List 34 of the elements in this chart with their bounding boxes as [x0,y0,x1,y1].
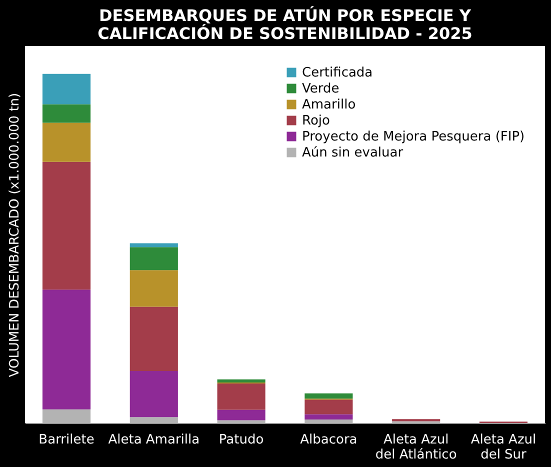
bar [304,414,353,420]
bar [42,290,91,410]
bar [217,420,266,423]
bar [42,409,91,423]
bar [42,122,91,162]
bar [130,370,178,418]
bar [130,243,178,248]
legend-label: Amarillo [302,98,356,112]
legend-label: Aún sin evaluar [302,146,404,160]
legend-label: Proyecto de Mejora Pesquera (FIP) [302,130,525,144]
legend-label: Certificada [302,66,373,80]
bar [130,417,178,423]
bar [217,384,266,410]
x-tick-label: Barrilete [38,432,94,448]
bar [217,410,266,420]
legend-label: Rojo [302,114,330,128]
chart-title: DESEMBARQUES DE ATÚN POR ESPECIE Y CALIFICACIÓN DE SOSTENIBILIDAD - 2025 [98,6,472,43]
bar [130,306,178,371]
bar [130,247,178,270]
bar [42,162,91,290]
bar [304,393,353,399]
x-tick-label: Albacora [300,432,358,448]
bar [304,420,353,423]
bar [217,379,266,383]
legend-label: Verde [302,82,340,96]
bar [130,270,178,307]
y-axis-title: VOLUMEN DESEMBARCADO (x1.000.000 tn) [8,92,22,378]
bar [42,74,91,104]
x-tick-label: Aleta Amarilla [108,432,200,448]
bar [304,400,353,414]
x-tick-label: Aleta Azul del Atlántico [375,432,457,462]
x-tick-label: Aleta Azul del Sur [470,432,536,462]
bar [42,104,91,123]
x-tick-label: Patudo [218,432,264,448]
